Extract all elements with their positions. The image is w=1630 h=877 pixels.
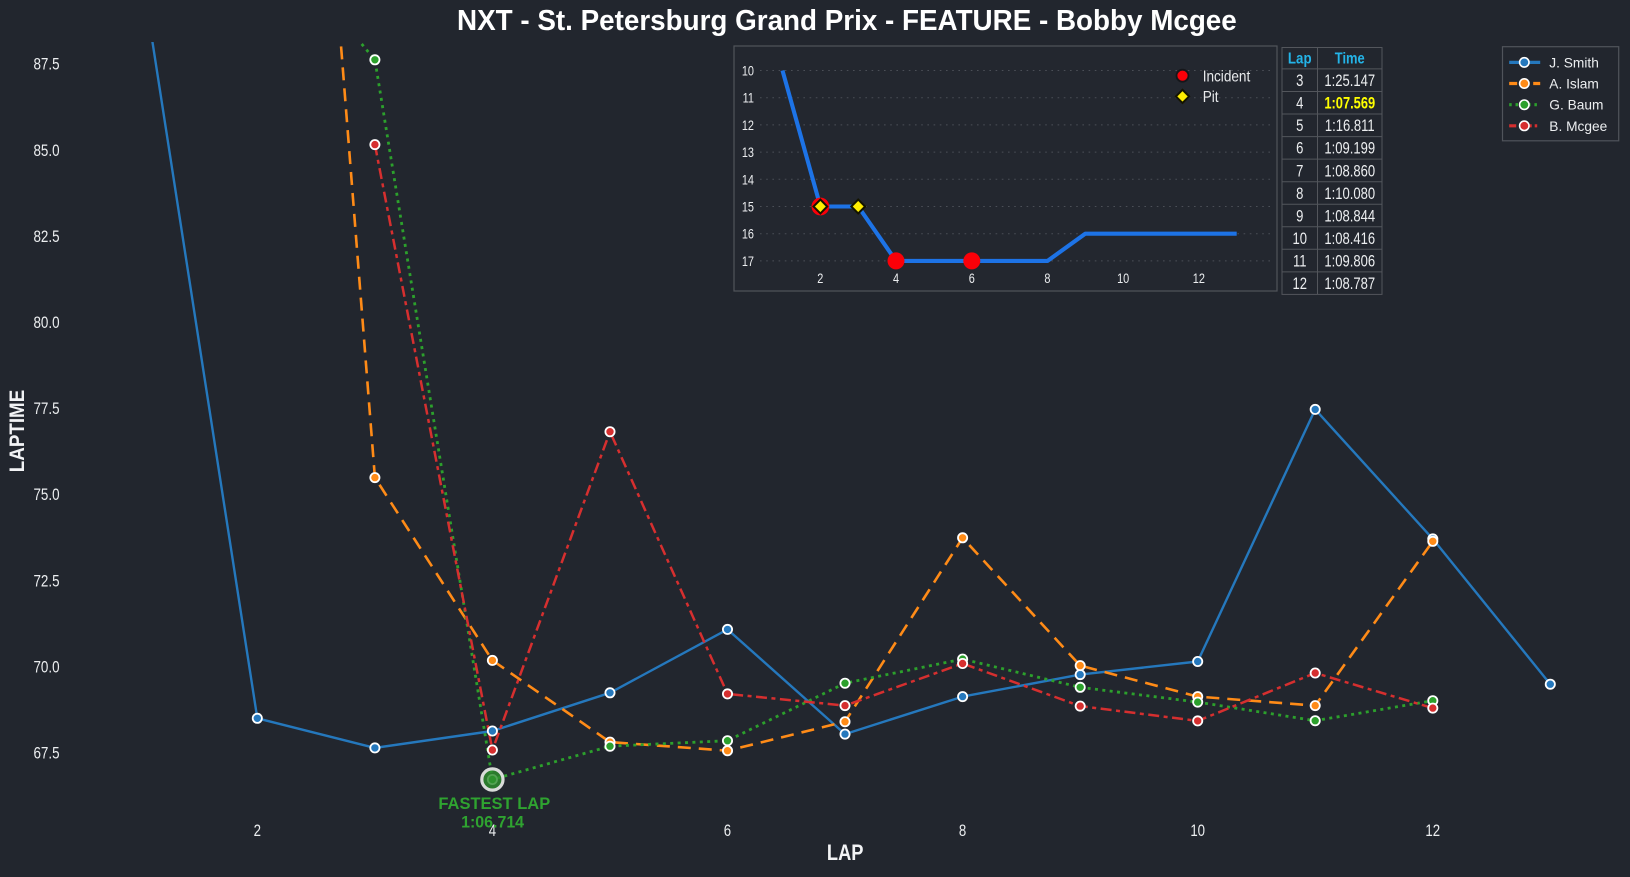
svg-text:16: 16	[742, 226, 754, 242]
svg-text:75.0: 75.0	[33, 486, 59, 505]
svg-text:1:06.714: 1:06.714	[461, 813, 525, 832]
svg-text:6: 6	[969, 271, 975, 287]
svg-text:12: 12	[742, 118, 754, 134]
svg-text:4: 4	[1296, 94, 1303, 113]
svg-text:67.5: 67.5	[33, 744, 59, 763]
svg-text:11: 11	[743, 90, 754, 106]
svg-text:10: 10	[1190, 822, 1205, 841]
svg-text:8: 8	[959, 822, 966, 841]
svg-text:6: 6	[1296, 139, 1303, 158]
svg-text:1:08.787: 1:08.787	[1324, 275, 1375, 294]
svg-text:12: 12	[1293, 275, 1308, 294]
svg-text:9: 9	[1296, 207, 1303, 226]
svg-text:8: 8	[1044, 271, 1050, 287]
svg-text:Pit: Pit	[1203, 89, 1220, 106]
svg-text:LAPTIME: LAPTIME	[6, 390, 29, 472]
svg-text:80.0: 80.0	[33, 314, 59, 333]
svg-text:87.5: 87.5	[33, 55, 59, 74]
svg-text:77.5: 77.5	[33, 400, 59, 419]
svg-text:6: 6	[724, 822, 731, 841]
svg-text:2: 2	[817, 271, 823, 287]
svg-text:B. Mcgee: B. Mcgee	[1549, 118, 1607, 134]
svg-text:72.5: 72.5	[33, 572, 59, 591]
svg-text:4: 4	[893, 271, 899, 287]
svg-text:1:08.844: 1:08.844	[1324, 207, 1375, 226]
svg-text:8: 8	[1296, 184, 1303, 203]
svg-text:13: 13	[742, 145, 754, 161]
svg-text:FASTEST LAP: FASTEST LAP	[438, 794, 550, 813]
svg-text:14: 14	[742, 172, 754, 188]
svg-text:G. Baum: G. Baum	[1549, 97, 1603, 113]
svg-text:1:16.811: 1:16.811	[1325, 117, 1375, 136]
svg-text:12: 12	[1425, 822, 1440, 841]
svg-text:7: 7	[1296, 162, 1303, 181]
svg-text:1:07.569: 1:07.569	[1324, 95, 1375, 113]
svg-text:Time: Time	[1335, 51, 1365, 68]
svg-text:4: 4	[489, 822, 497, 841]
svg-text:LAP: LAP	[827, 842, 864, 866]
svg-text:5: 5	[1296, 117, 1303, 136]
svg-text:2: 2	[254, 822, 261, 841]
svg-text:10: 10	[1117, 271, 1129, 287]
svg-text:70.0: 70.0	[33, 658, 59, 677]
svg-text:Incident: Incident	[1203, 69, 1251, 86]
svg-text:1:25.147: 1:25.147	[1324, 72, 1375, 91]
svg-text:15: 15	[742, 199, 754, 215]
svg-text:10: 10	[1293, 229, 1308, 248]
svg-text:J. Smith: J. Smith	[1549, 54, 1599, 70]
svg-text:12: 12	[1193, 271, 1205, 287]
svg-text:1:09.199: 1:09.199	[1324, 139, 1375, 158]
svg-text:1:09.806: 1:09.806	[1324, 252, 1375, 271]
svg-text:85.0: 85.0	[33, 141, 59, 160]
svg-text:17: 17	[742, 254, 754, 270]
svg-text:11: 11	[1293, 252, 1307, 271]
svg-text:1:08.860: 1:08.860	[1324, 162, 1375, 181]
svg-text:10: 10	[742, 63, 754, 79]
svg-text:NXT - St. Petersburg Grand Pri: NXT - St. Petersburg Grand Prix - FEATUR…	[457, 4, 1237, 37]
svg-text:A. Islam: A. Islam	[1549, 75, 1599, 91]
svg-text:82.5: 82.5	[33, 227, 59, 246]
svg-text:Lap: Lap	[1288, 51, 1312, 68]
svg-text:3: 3	[1296, 72, 1303, 91]
svg-text:1:08.416: 1:08.416	[1324, 229, 1375, 248]
svg-text:1:10.080: 1:10.080	[1324, 184, 1375, 203]
